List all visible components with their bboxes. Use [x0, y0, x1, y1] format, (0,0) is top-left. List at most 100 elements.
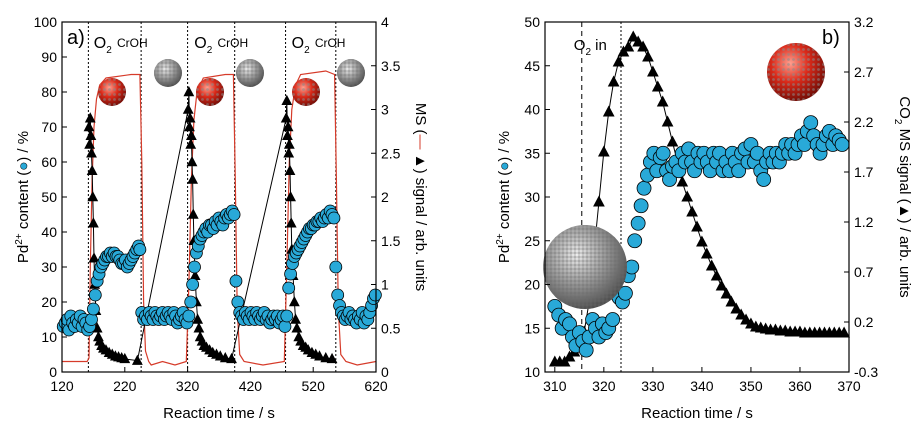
- triangle-point: [85, 129, 97, 140]
- triangle-point: [715, 279, 728, 291]
- circle-point: [756, 172, 772, 187]
- triangle-point: [651, 80, 664, 92]
- triangle-point: [284, 164, 296, 175]
- triangle-point: [607, 75, 620, 87]
- panel-a-label: a): [67, 27, 85, 49]
- y-right-tick-label: 3: [381, 102, 389, 118]
- triangle-point: [627, 30, 640, 42]
- triangle-point: [226, 352, 237, 364]
- triangle-point: [280, 112, 292, 123]
- y-left-tick-label: 80: [41, 84, 57, 100]
- circle-point: [184, 295, 198, 309]
- circle-legend-icon: ●: [15, 162, 32, 171]
- panel-b-label: b): [822, 27, 840, 49]
- circle-point: [182, 309, 196, 323]
- circle-point: [133, 243, 147, 256]
- particle-icon-red-large: [767, 43, 825, 101]
- triangle-point: [681, 190, 694, 202]
- triangle-point: [705, 259, 718, 271]
- y-left-tick-label: 45: [524, 58, 540, 74]
- triangle-point: [700, 247, 713, 259]
- triangle-point: [86, 164, 98, 175]
- panel-a-right-axis-label: MS (— ▲) signal / arb. units: [412, 103, 429, 291]
- x-tick-label: 520: [302, 378, 326, 394]
- y-right-tick-label: 3.2: [854, 14, 874, 30]
- circle-point: [803, 115, 819, 131]
- triangle-point: [184, 121, 195, 132]
- triangle-point: [602, 105, 615, 117]
- circle-point: [280, 309, 294, 323]
- y-right-tick-label: 2.7: [854, 64, 874, 80]
- triangle-point: [189, 269, 201, 280]
- triangle-point: [656, 95, 669, 107]
- circle-point: [655, 145, 671, 161]
- triangle-point: [290, 313, 302, 324]
- triangle-point: [84, 138, 96, 149]
- triangle-point: [676, 175, 689, 187]
- y-left-tick-label: 40: [524, 102, 540, 118]
- triangle-point: [666, 135, 679, 147]
- triangle-point: [730, 302, 743, 314]
- y-left-tick-label: 10: [41, 329, 57, 345]
- circle-point: [88, 288, 102, 302]
- x-tick-label: 350: [739, 378, 763, 394]
- triangle-point: [283, 138, 295, 149]
- phase-label-o2: O2: [194, 35, 212, 56]
- triangle-point: [131, 354, 143, 365]
- circle-point: [282, 281, 296, 295]
- panel-a-frame: [61, 21, 377, 373]
- panel-a-circle-series: [56, 204, 382, 337]
- y-left-tick-label: 0: [49, 364, 57, 380]
- circle-point: [630, 215, 646, 231]
- panel-b-reference-lines: [581, 22, 622, 372]
- x-tick-label: 420: [239, 378, 263, 394]
- triangle-point: [637, 40, 649, 52]
- triangle-point: [193, 322, 205, 333]
- y-right-tick-label: 1: [381, 277, 389, 293]
- x-tick-label: 120: [50, 378, 74, 394]
- circle-point: [186, 278, 200, 291]
- panel-a: 120 220 320 420 520 6200102030405060708090100…: [14, 14, 429, 422]
- circle-point: [834, 137, 850, 152]
- x-tick-label: 330: [641, 378, 665, 394]
- y-left-tick-label: 40: [41, 224, 57, 240]
- triangle-point: [83, 121, 95, 132]
- y-left-tick-label: 50: [524, 14, 540, 30]
- y-right-tick-label: 1.2: [854, 214, 874, 230]
- phase-label-croh: CrOH: [117, 36, 148, 50]
- y-left-tick-label: 70: [41, 119, 57, 135]
- particle-icon-red-3: [292, 78, 320, 106]
- circle-point: [578, 342, 594, 358]
- x-tick-label: 310: [543, 378, 567, 394]
- triangle-point: [285, 191, 296, 202]
- panel-a-axes: 120 220 320 420 520 6200102030405060708090100…: [34, 14, 401, 394]
- triangle-point: [696, 235, 708, 247]
- triangle-point: [282, 129, 293, 140]
- circle-point: [627, 233, 643, 249]
- y-right-tick-label: 0.5: [381, 320, 401, 336]
- circle-point: [633, 198, 649, 214]
- y-right-tick-label: 2: [381, 189, 389, 205]
- particle-icon-red-2: [196, 78, 224, 106]
- triangle-point: [84, 112, 96, 123]
- y-right-tick-label: 1.5: [381, 233, 401, 249]
- particle-icon-red-1: [98, 78, 126, 106]
- y-right-tick-label: -0.3: [854, 364, 878, 380]
- particle-icon-grey-2: [236, 59, 264, 87]
- panel-a-left-axis-label: Pd2+ content (●) / %: [14, 131, 32, 263]
- y-left-tick-label: 60: [41, 154, 57, 170]
- panel-b: 310 320 330 340 350 360 370 10 15 20 25 30 35 40 45 50 -…: [495, 14, 913, 422]
- triangle-point: [735, 308, 747, 320]
- triangle-point: [691, 220, 703, 232]
- circle-point: [278, 320, 292, 333]
- triangle-point: [184, 112, 196, 123]
- y-right-tick-label: 0: [381, 364, 389, 380]
- x-tick-label: 620: [364, 378, 388, 394]
- particle-icon-grey-large: [543, 225, 627, 309]
- panel-b-axes: 310 320 330 340 350 360 370 10 15 20 25 30 35 40 45 50 -…: [524, 14, 878, 394]
- panel-b-circle-series: [547, 115, 850, 358]
- triangle-point: [119, 352, 131, 364]
- circle-point: [327, 211, 341, 225]
- circle-point: [368, 288, 382, 302]
- phase-label-croh: CrOH: [217, 36, 248, 50]
